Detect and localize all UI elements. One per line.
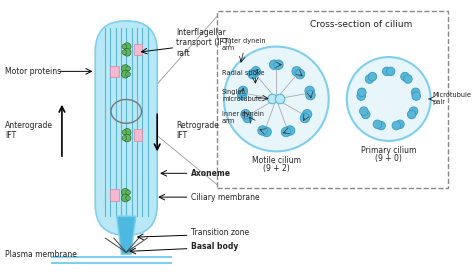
Bar xyxy=(110,66,118,77)
Circle shape xyxy=(377,121,385,130)
Circle shape xyxy=(383,67,391,76)
Text: Motile cilium: Motile cilium xyxy=(252,157,301,165)
Text: Transition zone: Transition zone xyxy=(191,228,249,237)
Circle shape xyxy=(121,70,129,78)
Circle shape xyxy=(305,86,314,96)
Text: Cross-section of cilium: Cross-section of cilium xyxy=(310,20,412,29)
Text: Anterograde
IFT: Anterograde IFT xyxy=(5,121,53,140)
Text: Ciliary membrane: Ciliary membrane xyxy=(191,193,259,202)
Text: Outer dynein
arm: Outer dynein arm xyxy=(222,38,265,51)
Circle shape xyxy=(126,190,130,195)
Circle shape xyxy=(347,57,430,141)
Circle shape xyxy=(121,188,129,196)
FancyBboxPatch shape xyxy=(95,21,157,235)
Circle shape xyxy=(285,126,295,135)
Bar xyxy=(134,44,142,55)
Circle shape xyxy=(401,72,409,81)
Circle shape xyxy=(269,60,279,70)
Circle shape xyxy=(357,92,365,100)
Circle shape xyxy=(122,44,127,49)
Circle shape xyxy=(407,110,416,119)
Circle shape xyxy=(243,113,253,123)
Circle shape xyxy=(373,120,382,129)
Text: Radial spoke: Radial spoke xyxy=(222,70,264,76)
Text: Microtubule
pair: Microtubule pair xyxy=(433,93,472,105)
Circle shape xyxy=(386,67,395,76)
Circle shape xyxy=(412,92,420,100)
Text: Basal body: Basal body xyxy=(191,242,238,251)
Circle shape xyxy=(409,107,418,115)
Circle shape xyxy=(122,136,127,140)
Circle shape xyxy=(281,127,291,137)
Text: (9 + 2): (9 + 2) xyxy=(263,164,290,173)
Circle shape xyxy=(248,69,257,79)
Bar xyxy=(134,130,142,141)
Circle shape xyxy=(224,47,328,152)
Circle shape xyxy=(262,127,271,137)
Circle shape xyxy=(238,86,247,96)
Circle shape xyxy=(123,134,131,142)
Circle shape xyxy=(122,130,127,135)
Circle shape xyxy=(362,110,370,119)
Circle shape xyxy=(122,50,127,55)
Bar xyxy=(110,190,118,201)
Circle shape xyxy=(126,196,130,200)
Circle shape xyxy=(411,88,420,96)
Circle shape xyxy=(126,72,130,77)
Circle shape xyxy=(396,120,404,129)
Circle shape xyxy=(251,66,261,76)
Circle shape xyxy=(404,75,412,83)
Circle shape xyxy=(368,72,377,81)
FancyBboxPatch shape xyxy=(217,11,448,188)
Circle shape xyxy=(268,94,277,104)
Circle shape xyxy=(123,43,131,50)
Circle shape xyxy=(121,65,129,72)
Circle shape xyxy=(306,90,315,100)
Text: Plasma membrane: Plasma membrane xyxy=(5,250,77,259)
Circle shape xyxy=(123,48,131,56)
Text: Inner dynein
arm: Inner dynein arm xyxy=(222,111,264,124)
Text: Motor proteins: Motor proteins xyxy=(5,67,61,76)
Polygon shape xyxy=(117,216,136,254)
Circle shape xyxy=(237,90,247,100)
Circle shape xyxy=(302,110,312,119)
Circle shape xyxy=(273,60,283,70)
Circle shape xyxy=(295,69,305,79)
Text: (9 + 0): (9 + 0) xyxy=(375,153,402,163)
Circle shape xyxy=(300,113,310,123)
Circle shape xyxy=(258,126,267,135)
Circle shape xyxy=(126,66,130,71)
Circle shape xyxy=(121,194,129,202)
Text: Singlet
microtubule: Singlet microtubule xyxy=(222,89,262,102)
Text: Primary cilium: Primary cilium xyxy=(361,146,416,155)
Circle shape xyxy=(357,88,366,96)
Text: Interflagellar
transport (IFT)
raft: Interflagellar transport (IFT) raft xyxy=(176,28,232,58)
Circle shape xyxy=(275,94,285,104)
Text: Retrograde
IFT: Retrograde IFT xyxy=(176,121,219,140)
Text: Axoneme: Axoneme xyxy=(191,169,230,178)
Circle shape xyxy=(292,66,301,76)
Circle shape xyxy=(392,121,401,130)
Circle shape xyxy=(241,110,250,119)
Circle shape xyxy=(360,107,368,115)
Circle shape xyxy=(365,75,374,83)
Circle shape xyxy=(123,128,131,136)
